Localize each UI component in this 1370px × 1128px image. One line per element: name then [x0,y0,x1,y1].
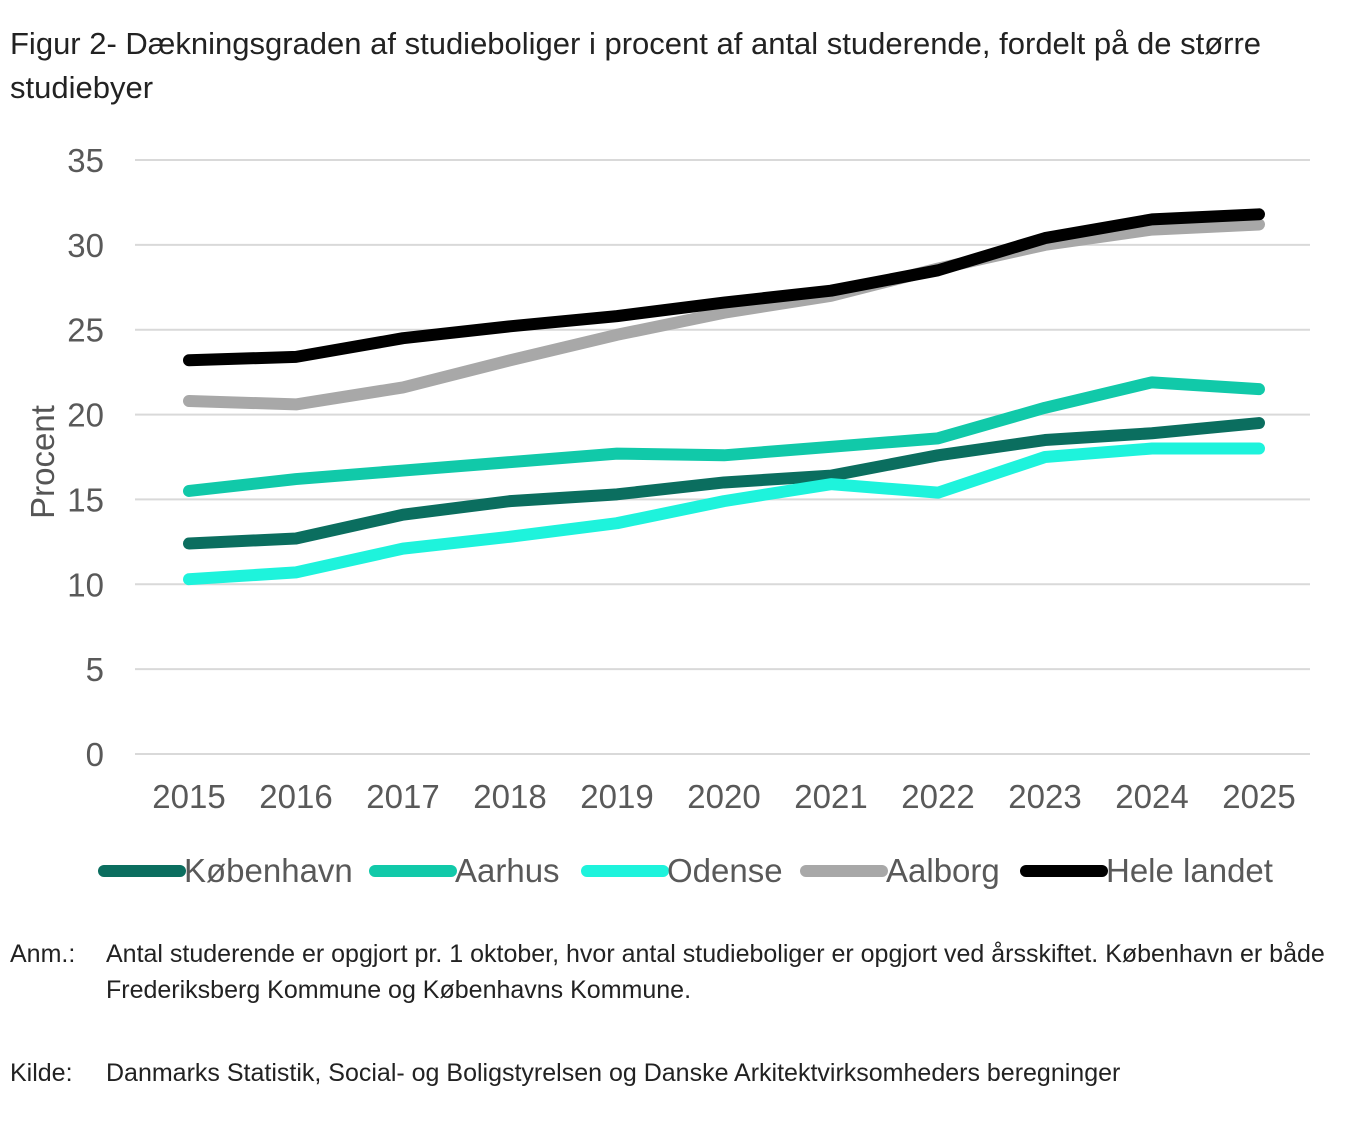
chart-title: Figur 2- Dækningsgraden af studieboliger… [10,26,1262,105]
series-line-aarhus [183,376,1265,497]
x-tick-label: 2022 [901,778,974,815]
x-tick-label: 2018 [473,778,546,815]
note-label: Anm.: [10,940,76,968]
y-axis-label: Procent [24,405,61,519]
series-line-københavn [183,417,1265,550]
y-tick-label: 25 [67,312,104,349]
x-tick-labels: 2015 2016 2017 2018 2019 2020 2021 2022 2023 2024… [152,778,1295,815]
y-tick-label: 30 [67,227,104,264]
y-tick-label: 10 [67,566,104,603]
y-tick-label: 35 [67,142,104,179]
y-tick-labels: 0 5 10 15 20 25 30 35 [67,142,104,773]
y-tick-label: 0 [86,736,104,773]
legend-label: Aalborg [886,852,1000,889]
legend-label: Aarhus [455,852,560,889]
legend-label: Hele landet [1106,852,1273,889]
series-lines [183,208,1265,586]
x-tick-label: 2020 [687,778,760,815]
legend-label: Odense [667,852,783,889]
x-tick-label: 2021 [794,778,867,815]
series-line-aalborg [183,218,1265,411]
legend-label: København [184,852,353,889]
source-text: Danmarks Statistik, Social- og Boligstyr… [106,1059,1121,1087]
series-line-hele-landet [183,208,1265,367]
y-tick-label: 15 [67,481,104,518]
series-line-odense [183,442,1265,586]
x-tick-label: 2016 [259,778,332,815]
legend: København Aarhus Odense Aalborg Hele landet [98,852,1273,889]
x-tick-label: 2017 [366,778,439,815]
x-tick-label: 2015 [152,778,225,815]
x-tick-label: 2019 [580,778,653,815]
source-label: Kilde: [10,1059,73,1087]
x-tick-label: 2024 [1115,778,1188,815]
note-text: Antal studerende er opgjort pr. 1 oktobe… [106,940,1325,1004]
y-tick-label: 20 [67,397,104,434]
grid-lines [135,159,1310,755]
x-tick-label: 2025 [1222,778,1295,815]
y-tick-label: 5 [86,651,104,688]
x-tick-label: 2023 [1008,778,1081,815]
